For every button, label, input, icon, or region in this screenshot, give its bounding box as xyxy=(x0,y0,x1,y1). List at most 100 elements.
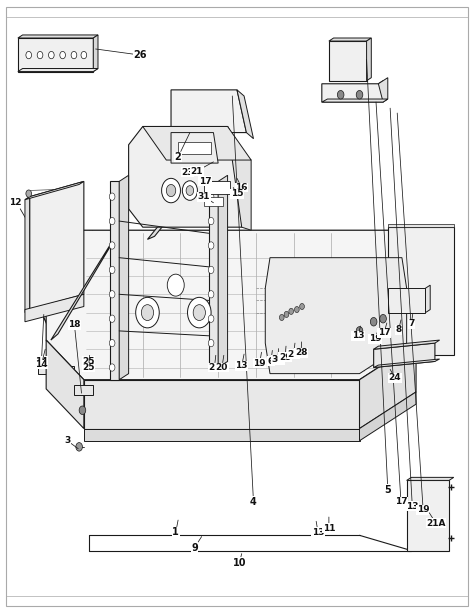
Circle shape xyxy=(182,181,197,200)
Text: 2: 2 xyxy=(175,132,190,162)
Circle shape xyxy=(109,315,115,322)
Polygon shape xyxy=(93,35,98,72)
Circle shape xyxy=(26,51,32,59)
Polygon shape xyxy=(228,126,251,230)
Text: 30: 30 xyxy=(272,349,284,364)
Circle shape xyxy=(294,306,299,313)
Text: 25: 25 xyxy=(82,357,95,366)
Text: 17: 17 xyxy=(376,102,407,506)
Polygon shape xyxy=(74,384,93,395)
Text: 15: 15 xyxy=(231,188,243,198)
Text: 18: 18 xyxy=(68,321,82,393)
Circle shape xyxy=(300,303,304,310)
Polygon shape xyxy=(237,90,254,139)
Polygon shape xyxy=(374,343,435,368)
Circle shape xyxy=(71,51,77,59)
Polygon shape xyxy=(378,78,388,102)
Polygon shape xyxy=(119,175,128,379)
Circle shape xyxy=(48,51,54,59)
Circle shape xyxy=(356,327,363,335)
Polygon shape xyxy=(204,181,230,194)
Circle shape xyxy=(208,242,214,249)
Text: 22: 22 xyxy=(208,356,220,372)
Text: 16: 16 xyxy=(236,178,248,192)
Polygon shape xyxy=(171,90,246,132)
Text: 25: 25 xyxy=(82,356,95,372)
Text: 6: 6 xyxy=(268,351,274,366)
Polygon shape xyxy=(209,181,218,368)
Polygon shape xyxy=(51,239,115,340)
Circle shape xyxy=(208,291,214,298)
Circle shape xyxy=(26,190,32,197)
Text: 19: 19 xyxy=(253,352,266,368)
Polygon shape xyxy=(38,367,74,374)
Polygon shape xyxy=(329,41,366,81)
Text: 4: 4 xyxy=(232,96,257,507)
Text: 21: 21 xyxy=(191,162,213,175)
Circle shape xyxy=(356,91,363,99)
Polygon shape xyxy=(46,230,416,379)
Text: 3: 3 xyxy=(64,436,78,449)
Text: 10: 10 xyxy=(233,554,246,568)
Text: 14: 14 xyxy=(35,349,48,369)
Circle shape xyxy=(188,297,211,328)
Circle shape xyxy=(37,51,43,59)
Polygon shape xyxy=(25,294,84,322)
Circle shape xyxy=(208,340,214,347)
Text: 28: 28 xyxy=(295,342,307,357)
Circle shape xyxy=(109,291,115,298)
Polygon shape xyxy=(204,197,223,206)
Circle shape xyxy=(76,443,82,451)
Polygon shape xyxy=(329,38,371,41)
Text: 17: 17 xyxy=(378,323,390,337)
Polygon shape xyxy=(84,428,359,441)
Circle shape xyxy=(208,315,214,322)
Circle shape xyxy=(81,51,87,59)
Polygon shape xyxy=(84,379,359,428)
Text: 31: 31 xyxy=(198,192,213,203)
Polygon shape xyxy=(359,343,416,428)
Text: 13: 13 xyxy=(390,108,419,511)
Circle shape xyxy=(109,266,115,273)
Polygon shape xyxy=(426,285,430,313)
Polygon shape xyxy=(388,288,426,313)
Polygon shape xyxy=(322,99,388,102)
Text: 23: 23 xyxy=(181,168,197,177)
Text: 1: 1 xyxy=(173,520,179,537)
Text: 13: 13 xyxy=(312,521,324,537)
Circle shape xyxy=(186,186,194,196)
Polygon shape xyxy=(18,35,98,38)
Circle shape xyxy=(166,185,176,197)
Polygon shape xyxy=(388,227,454,356)
Polygon shape xyxy=(147,175,204,239)
Polygon shape xyxy=(128,126,242,227)
Polygon shape xyxy=(366,38,371,81)
Circle shape xyxy=(167,274,184,296)
Polygon shape xyxy=(178,142,211,154)
Polygon shape xyxy=(25,181,84,200)
Polygon shape xyxy=(25,197,30,313)
Text: 17: 17 xyxy=(199,177,211,186)
Text: 21A: 21A xyxy=(426,512,446,528)
Text: 8: 8 xyxy=(395,320,402,334)
Text: 12: 12 xyxy=(9,198,22,207)
Polygon shape xyxy=(18,69,98,72)
Polygon shape xyxy=(265,257,407,374)
Text: 24: 24 xyxy=(389,370,401,383)
Text: 13: 13 xyxy=(236,354,248,370)
Circle shape xyxy=(60,51,65,59)
Polygon shape xyxy=(143,126,251,160)
Circle shape xyxy=(289,308,293,314)
Text: 5: 5 xyxy=(366,59,391,495)
Circle shape xyxy=(109,218,115,225)
Circle shape xyxy=(109,364,115,371)
Polygon shape xyxy=(407,478,454,481)
Text: 13: 13 xyxy=(352,326,365,340)
Circle shape xyxy=(208,193,214,200)
Text: 27: 27 xyxy=(287,343,300,359)
Circle shape xyxy=(193,305,205,321)
Circle shape xyxy=(208,266,214,273)
Circle shape xyxy=(208,218,214,225)
Text: 20: 20 xyxy=(216,356,228,372)
Circle shape xyxy=(136,297,159,328)
